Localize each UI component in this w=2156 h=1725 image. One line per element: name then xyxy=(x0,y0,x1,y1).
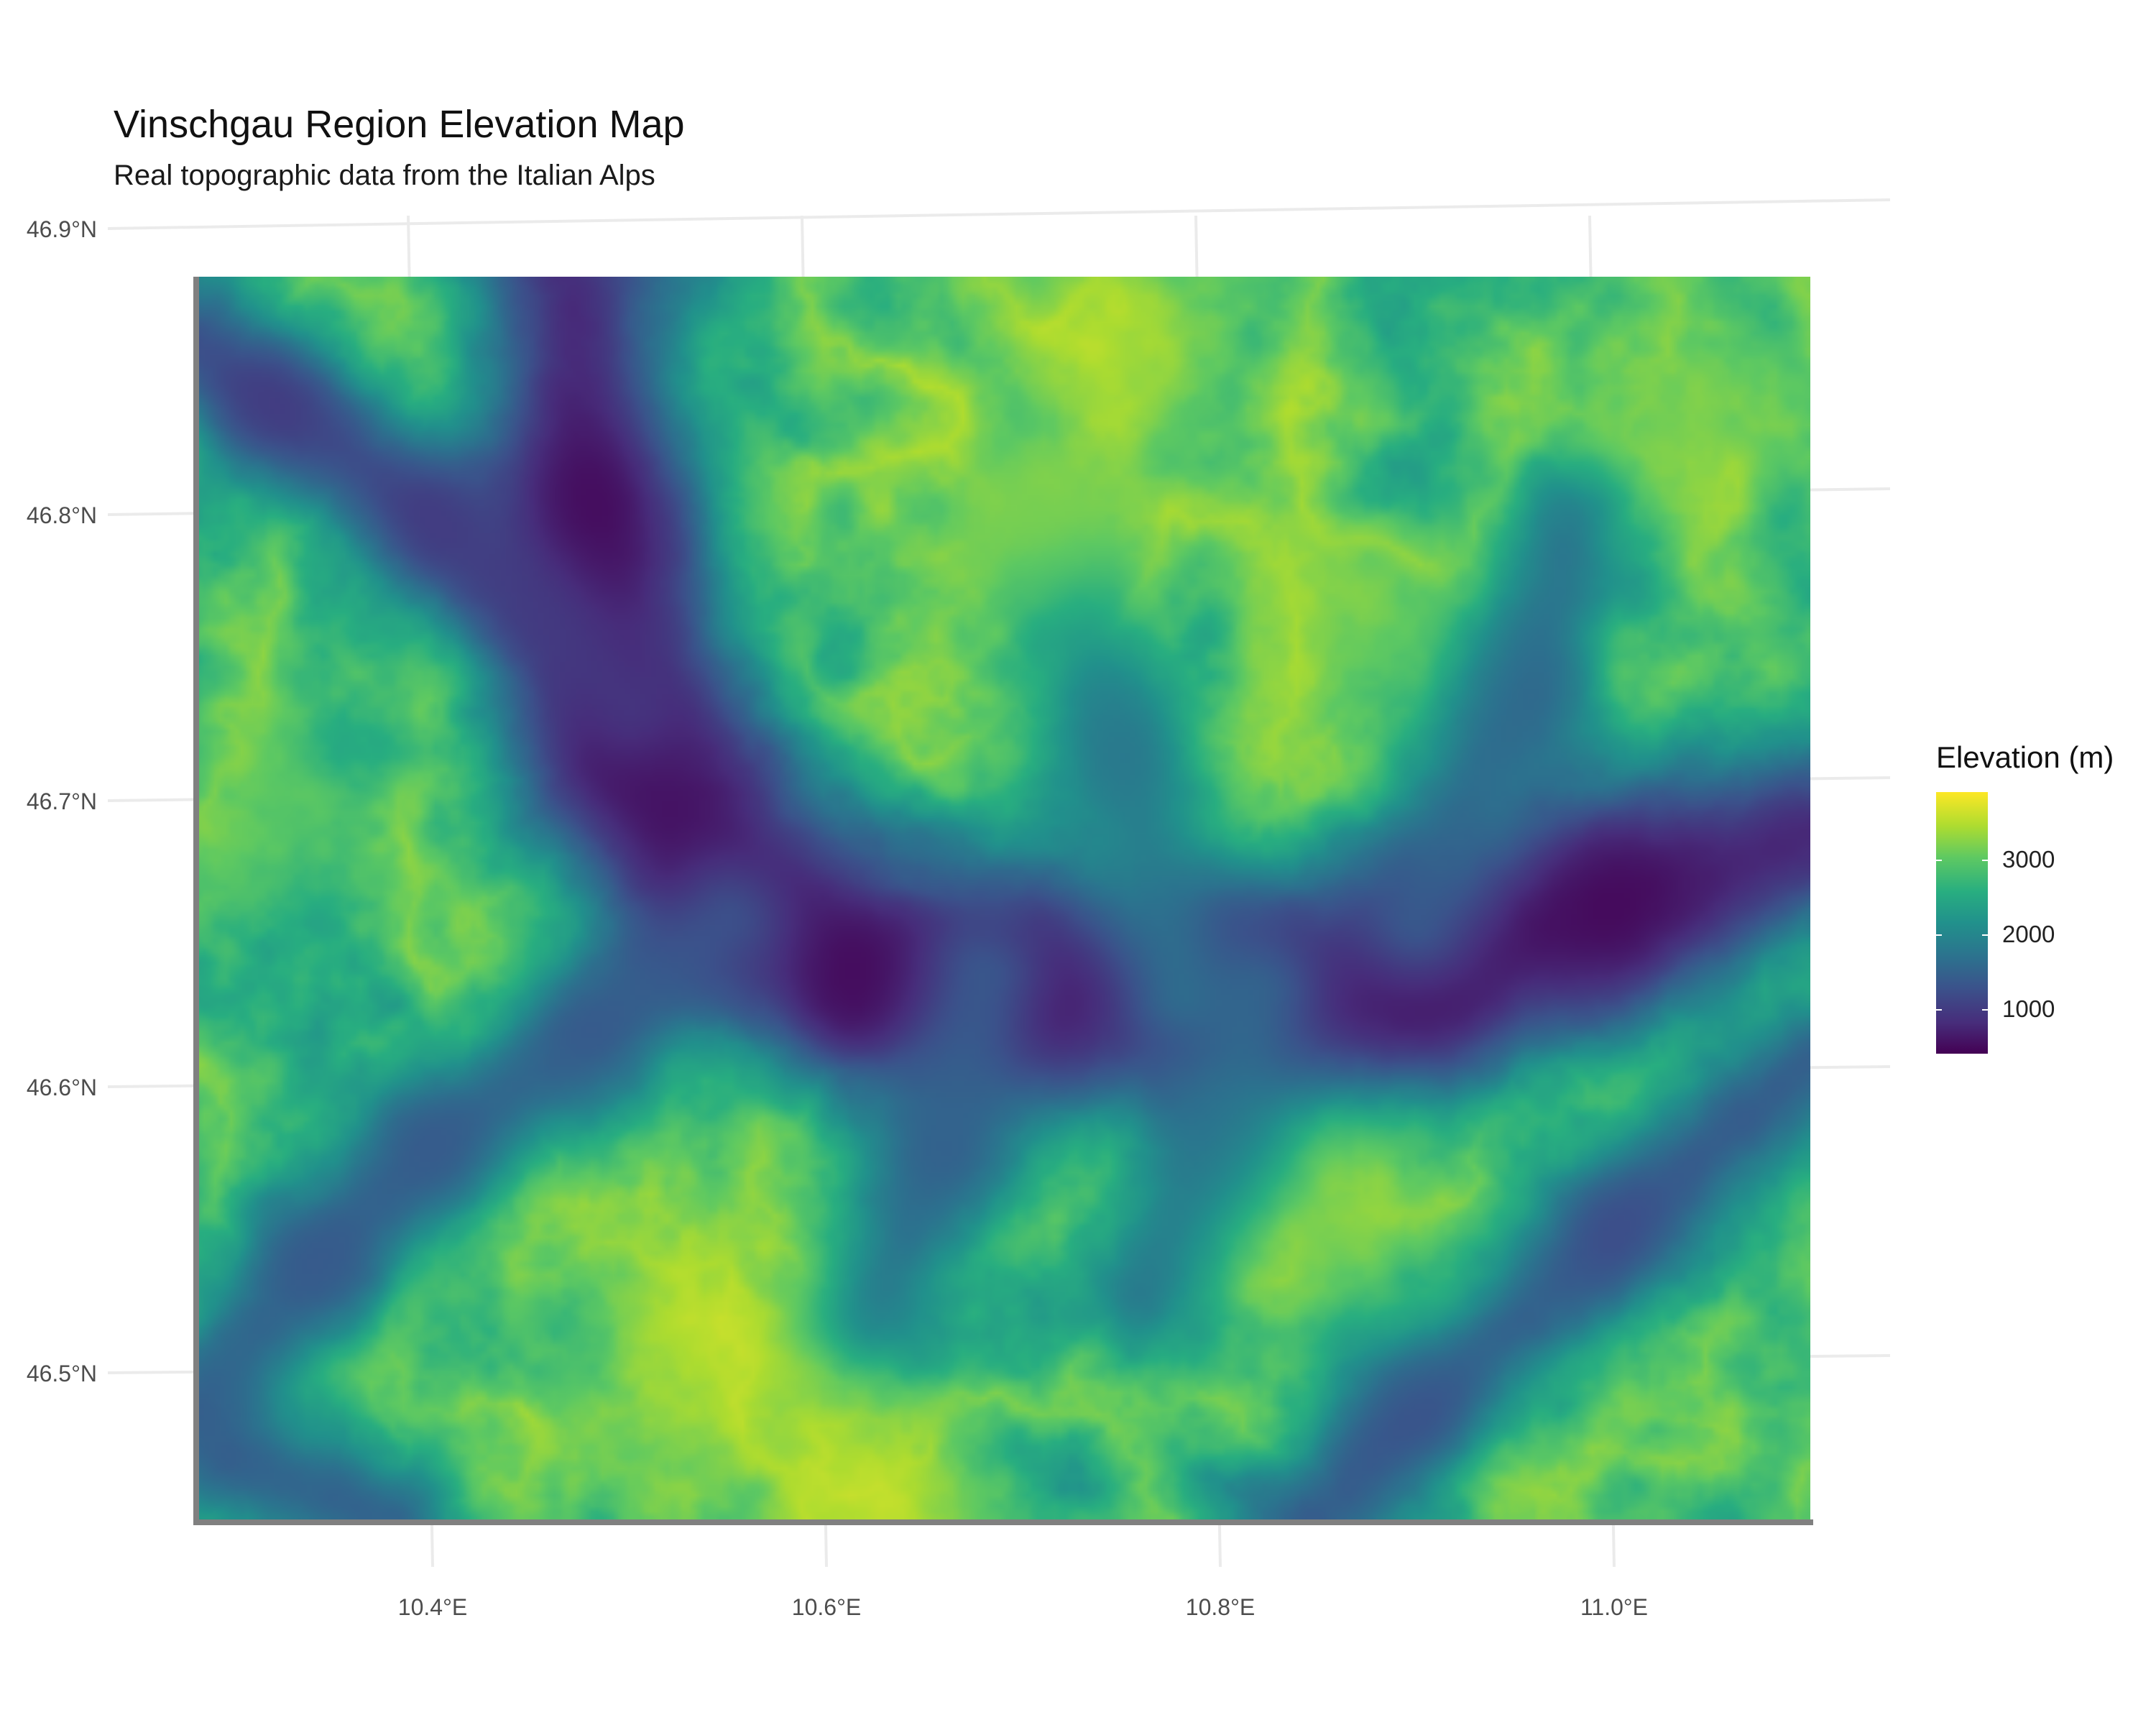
elevation-raster-image xyxy=(196,277,1810,1519)
x-tick-label: 10.6°E xyxy=(792,1594,861,1620)
legend-label: 1000 xyxy=(2002,995,2055,1022)
map-subtitle: Real topographic data from the Italian A… xyxy=(114,160,655,191)
legend-tick xyxy=(1936,934,1942,936)
x-tick-label: 10.8°E xyxy=(1186,1594,1255,1620)
legend-label: 3000 xyxy=(2002,846,2055,873)
x-axis: 10.4°E 10.6°E 10.8°E 11.0°E xyxy=(398,1594,1648,1620)
legend-tick xyxy=(1982,1009,1988,1011)
legend-tick xyxy=(1982,934,1988,936)
y-tick-label: 46.7°N xyxy=(27,788,97,814)
graticule-line xyxy=(107,198,1891,230)
legend-colorbar xyxy=(1936,792,1988,1054)
elevation-raster xyxy=(196,277,1810,1519)
legend-title: Elevation (m) xyxy=(1936,740,2114,774)
legend-tick xyxy=(1936,1009,1942,1011)
legend-label: 2000 xyxy=(2002,921,2055,947)
x-tick-label: 11.0°E xyxy=(1580,1594,1648,1620)
x-tick-label: 10.4°E xyxy=(398,1594,467,1620)
y-axis: 46.9°N 46.8°N 46.7°N 46.6°N 46.5°N xyxy=(27,216,97,1386)
y-tick-label: 46.6°N xyxy=(27,1075,97,1100)
y-tick-label: 46.5°N xyxy=(27,1361,97,1386)
legend-tick xyxy=(1936,860,1942,861)
y-tick-label: 46.9°N xyxy=(27,216,97,242)
y-tick-label: 46.8°N xyxy=(27,502,97,528)
map-title: Vinschgau Region Elevation Map xyxy=(114,103,685,146)
legend-tick xyxy=(1982,860,1988,861)
